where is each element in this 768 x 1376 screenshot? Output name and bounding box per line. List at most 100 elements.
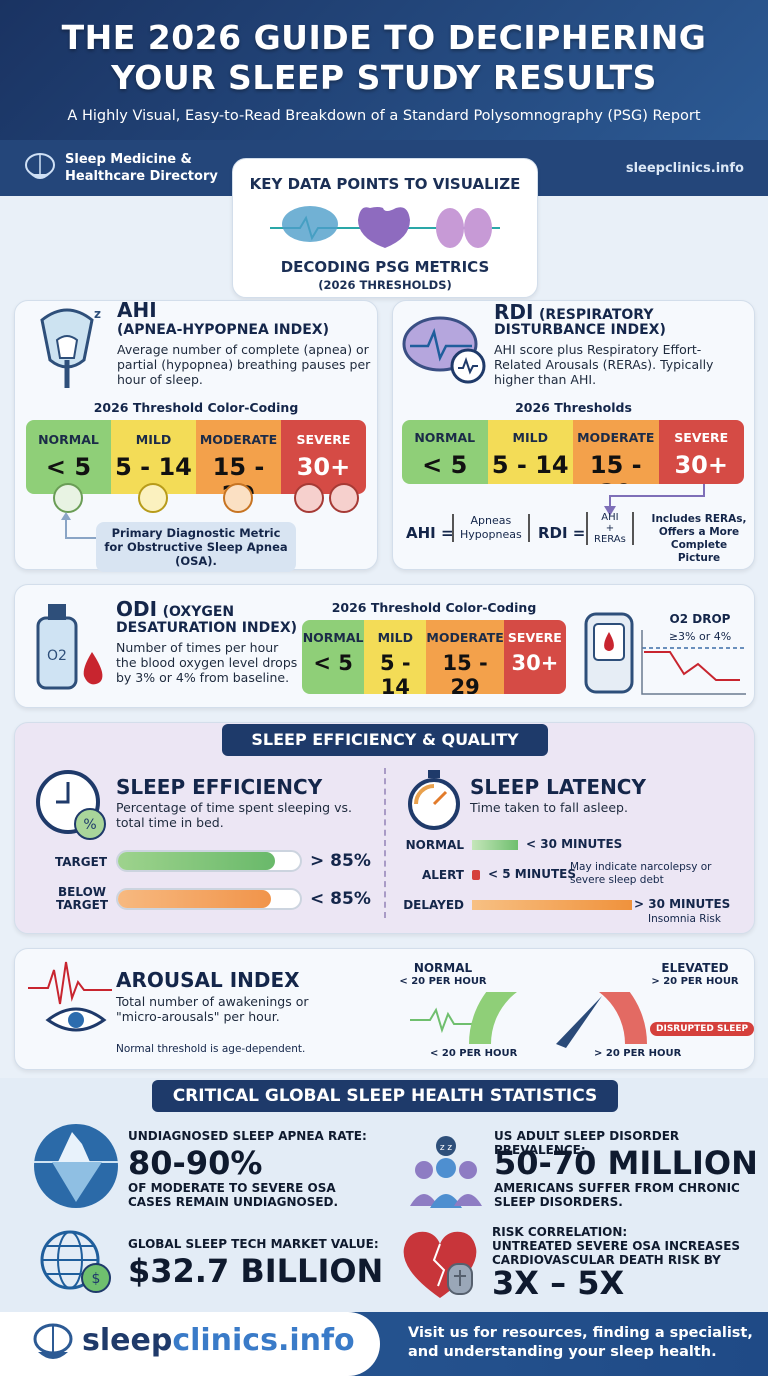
formula-term: AHI: [601, 512, 619, 523]
level-range: 5 - 14: [379, 651, 411, 694]
stat-label: US ADULT SLEEP DISORDER PREVALENCE:: [494, 1129, 680, 1157]
latency-bar: [472, 900, 632, 910]
latency-bar: [472, 870, 480, 880]
stat-value: 50-70 MILLION: [494, 1144, 758, 1182]
efficiency-bar: [116, 888, 302, 910]
formula-term: +: [605, 523, 615, 534]
metric-full: DISTURBANCE INDEX): [494, 322, 666, 338]
threshold-level: NORMAL < 5: [402, 420, 488, 484]
brand-name: Sleep Medicine & Healthcare Directory: [65, 152, 218, 186]
key-data-note: (2026 THRESHOLDS): [318, 278, 452, 292]
logo-icon: [33, 1323, 73, 1359]
threshold-level: MILD 5 - 14: [364, 620, 427, 694]
o2-drop-value: ≥3% or 4%: [668, 630, 732, 643]
metric-abbr: RDI: [494, 300, 534, 324]
level-range: 30+: [674, 451, 728, 479]
brand-url[interactable]: sleepclinics.info: [625, 161, 744, 176]
row-label: TARGET: [54, 855, 107, 869]
gauge-normal-title: NORMAL: [413, 961, 473, 975]
header-band: [0, 0, 768, 140]
gauge-elevated-title: ELEVATED: [661, 961, 729, 975]
gauge-right-label: > 20 PER HOUR: [594, 1048, 682, 1059]
section-title: CRITICAL GLOBAL SLEEP HEALTH STATISTICS: [152, 1080, 618, 1112]
logo-part: clinics.info: [172, 1323, 355, 1358]
section-title: SLEEP EFFICIENCY & QUALITY: [222, 724, 548, 756]
formula-term: Apneas: [470, 514, 512, 527]
subtitle: A Highly Visual, Easy-to-Read Breakdown …: [67, 108, 701, 124]
latency-title: SLEEP LATENCY: [470, 775, 646, 799]
badge: DISRUPTED SLEEP: [650, 1022, 755, 1036]
stat-label: RISK CORRELATION:: [492, 1225, 628, 1239]
oximeter-chart: [584, 612, 746, 695]
key-data-subtitle: DECODING PSG METRICS: [280, 258, 490, 276]
level-name: NORMAL: [414, 430, 476, 445]
metric-description: Average number of complete (apnea) or pa…: [117, 342, 371, 387]
gauge: [410, 992, 647, 1048]
gauge-normal-range: < 20 PER HOUR: [399, 976, 487, 987]
row-value: < 5 MINUTES: [488, 867, 576, 881]
iceberg-icon: [34, 1124, 118, 1208]
level-name: NORMAL: [302, 630, 364, 645]
threshold-level: SEVERE 30+: [658, 420, 744, 484]
level-icons: [53, 483, 359, 513]
level-name: NORMAL: [38, 432, 99, 447]
row-value: > 30 MINUTES: [634, 897, 731, 911]
stat-detail: AMERICANS SUFFER FROM CHRONIC SLEEP DISO…: [494, 1181, 740, 1209]
gauge-elevated-range: > 20 PER HOUR: [651, 976, 739, 987]
footer-message: Visit us for resources, finding a specia…: [408, 1325, 753, 1360]
rdi-arrow: [604, 484, 705, 516]
metric-description: Number of times per hour the blood oxyge…: [116, 640, 298, 685]
latency-description: Time taken to fall asleep.: [470, 800, 628, 815]
clock-icon: %: [36, 770, 106, 840]
level-range: 30+: [511, 651, 559, 675]
formula-label: AHI =: [406, 524, 454, 542]
level-range: 5 - 14: [115, 453, 192, 481]
stat-value: 80-90%: [128, 1144, 263, 1182]
threshold-level: MILD 5 - 14: [487, 420, 573, 484]
title-line: THE 2026 GUIDE TO DECIPHERING: [61, 18, 707, 57]
threshold-level: NORMAL < 5: [26, 420, 111, 494]
threshold-level: NORMAL < 5: [302, 620, 365, 694]
oxygen-icon: O2: [36, 604, 103, 690]
o2-label: O2: [47, 648, 67, 664]
efficiency-bar: [116, 850, 302, 872]
organ-icons: [270, 206, 500, 248]
level-name: MILD: [512, 430, 548, 445]
row-note: Insomnia Risk: [648, 913, 721, 925]
footer-logo[interactable]: sleepclinics.info: [82, 1323, 355, 1358]
level-name: SEVERE: [296, 432, 351, 447]
o2-drop-title: O2 DROP: [669, 612, 731, 626]
level-name: MODERATE: [426, 630, 504, 645]
arousal-title: AROUSAL INDEX: [116, 968, 300, 992]
threshold-title: 2026 Threshold Color-Coding: [93, 400, 299, 415]
globe-icon: $: [40, 1230, 111, 1293]
level-name: MODERATE: [199, 432, 278, 447]
row-label: ALERT: [421, 868, 464, 882]
bar-fill: [118, 852, 275, 870]
level-range: < 5: [422, 451, 468, 479]
svg-text:%: %: [83, 817, 96, 833]
stat-value: $32.7 BILLION: [128, 1252, 384, 1290]
stopwatch-icon: [408, 770, 460, 830]
eye-wave-icon: [28, 961, 112, 1032]
row-value: > 85%: [310, 851, 371, 871]
callout: Primary Diagnostic Metric for Obstructiv…: [96, 522, 296, 572]
threshold-level: SEVERE 30+: [281, 420, 366, 494]
efficiency-description: Percentage of time spent sleeping vs. to…: [116, 800, 352, 830]
svg-text:z: z: [94, 307, 101, 321]
mask-icon: z: [40, 307, 101, 388]
key-data-title: KEY DATA POINTS TO VISUALIZE: [249, 175, 521, 193]
stat-detail: OF MODERATE TO SEVERE OSA CASES REMAIN U…: [128, 1181, 339, 1209]
heart-icon: [403, 1231, 477, 1298]
metric-full: (APNEA-HYPOPNEA INDEX): [117, 322, 329, 338]
level-range: 5 - 14: [491, 451, 569, 479]
formula-terms: AHI + RERAs: [586, 512, 634, 545]
bar-fill: [118, 890, 271, 908]
formula-terms: Apneas Hypopneas: [452, 514, 530, 542]
threshold-level: MILD 5 - 14: [111, 420, 196, 494]
level-range: < 5: [45, 453, 92, 481]
